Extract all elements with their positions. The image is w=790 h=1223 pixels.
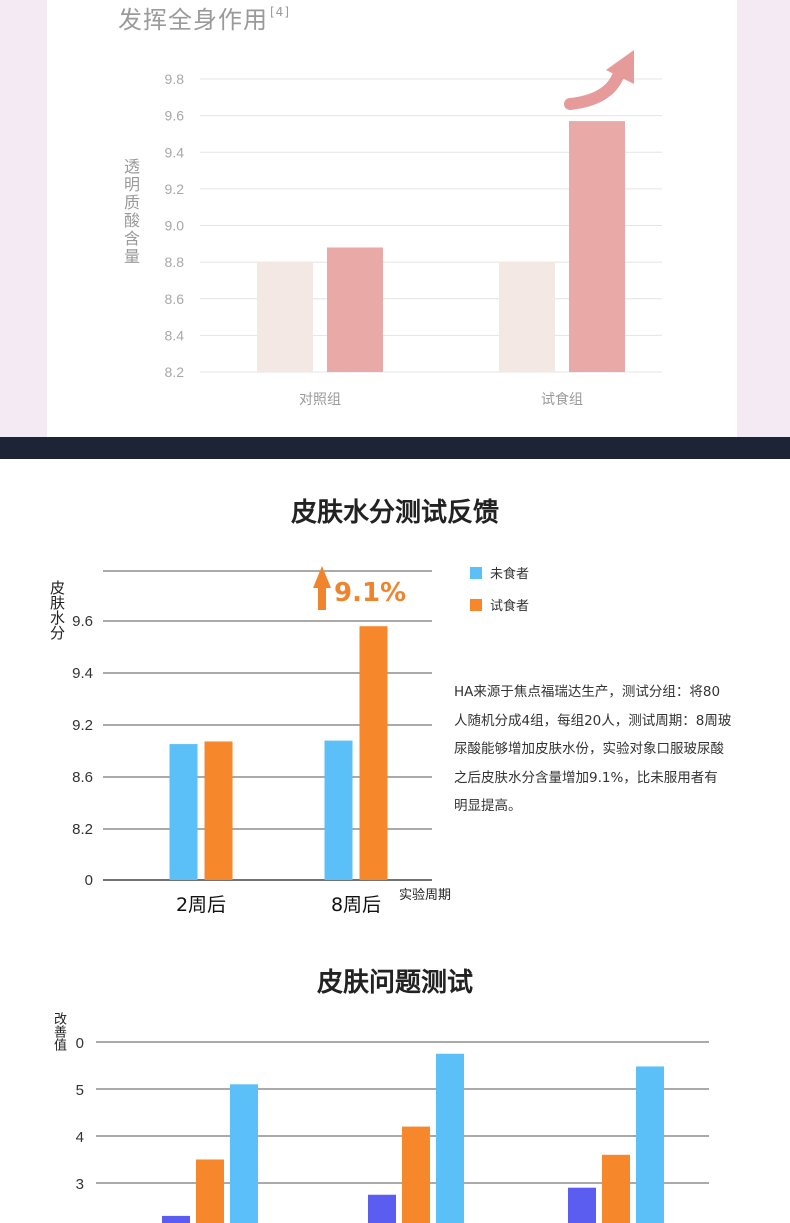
chart3-y-tick-label: 4 [76,1129,84,1146]
chart1-bar [569,121,625,373]
chart3-bar [196,1159,224,1223]
chart1-y-tick-label: 8.6 [165,291,185,307]
study-note-line: 之后皮肤水分含量增加9.1%，比未服用者有 [454,769,718,786]
chart3-y-tick-label: 5 [76,1082,84,1099]
chart1-y-tick-label: 9.6 [165,108,185,124]
chart1-bar [499,262,555,372]
chart2-bar [169,744,198,880]
chart2-y-tick-label: 8.2 [72,821,93,838]
chart1-y-tick-label: 9.8 [165,71,185,87]
chart3-y-tick-label: 3 [76,1176,84,1193]
chart2-y-tick-label: 9.2 [72,717,93,734]
chart1-x-tick-label: 对照组 [299,392,341,408]
chart2-bar [204,741,233,880]
chart3-bar [568,1187,596,1223]
chart2-x-axis-label: 实验周期 [399,887,451,903]
chart1-x-tick-label: 试食组 [541,391,583,408]
chart2-legend-item-1: 未食者 [470,563,529,582]
chart1-y-tick-label: 9.0 [165,218,185,234]
chart3-bar [402,1126,430,1223]
chart3-y-tick-label: 0 [76,1035,84,1052]
chart2-y-tick-label: 9.6 [72,613,93,630]
chart2-x-tick-label: 8周后 [331,894,381,916]
chart2-y-tick-label: 9.4 [72,665,93,682]
chart2-title: 皮肤水分测试反馈 [290,498,499,528]
section-divider [0,437,790,459]
chart3-bar [636,1066,664,1223]
chart3-y-axis-label: 改善值 [51,1012,66,1051]
chart1-y-tick-label: 8.2 [165,364,185,380]
chart1-bar [327,247,383,372]
chart3-bar [230,1084,258,1223]
chart2-x-tick-label: 2周后 [176,894,226,916]
chart1-y-tick-label: 9.2 [165,181,185,197]
legend-swatch [470,599,482,611]
chart1-y-tick-label: 8.4 [165,327,185,343]
up-arrow-icon [313,566,331,610]
chart1-y-tick-label: 8.8 [165,254,185,270]
chart1-title: 发挥全身作用 [4] [118,5,290,34]
chart1-y-axis-label: 透明质酸含量 [121,158,140,266]
chart3-bar [162,1215,190,1223]
study-note: HA来源于焦点福瑞达生产，测试分组：将80 人随机分成4组，每组20人，测试周期… [454,678,764,821]
chart2-y-tick-label: 8.6 [72,769,93,786]
study-note-line: 人随机分成4组，每组20人，测试周期：8周玻 [454,712,732,729]
chart2-legend-item-2: 试食者 [470,595,529,614]
trend-arrow-head-icon [606,50,634,84]
study-note-line: HA来源于焦点福瑞达生产，测试分组：将80 [454,684,721,700]
chart3-title: 皮肤问题测试 [316,968,473,998]
trend-arrow-icon [564,70,624,110]
study-note-line: 尿酸能够增加皮肤水份，实验对象口服玻尿酸 [454,741,724,757]
chart1-bar [257,262,313,372]
increase-callout: 9.1% [334,578,407,608]
legend-swatch [470,567,482,579]
chart2-bar [324,740,353,880]
chart3-bar [602,1154,630,1223]
study-note-line: 明显提高。 [454,798,522,814]
chart2-bar [359,626,388,880]
chart1-y-tick-label: 9.4 [165,144,185,160]
chart3-bar [436,1053,464,1223]
chart3-bar [368,1194,396,1223]
chart2-y-tick-label: 0 [85,872,93,889]
chart2-y-axis-label: 皮肤水分 [48,580,66,640]
